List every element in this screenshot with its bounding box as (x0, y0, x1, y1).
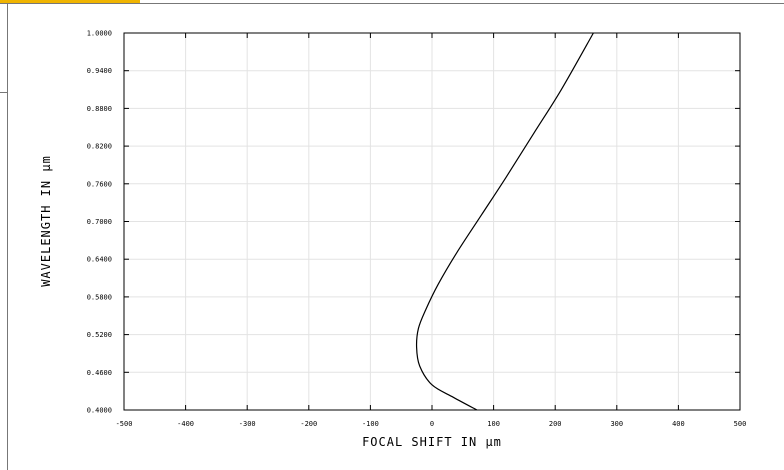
axis-ticks (123, 32, 741, 411)
y-tick-label: 0.9400 (87, 67, 112, 75)
y-tick-label: 1.0000 (87, 30, 112, 38)
x-tick-label: 0 (430, 420, 434, 428)
focal-shift-curve (415, 32, 594, 411)
y-tick-label: 0.6400 (87, 256, 112, 264)
y-tick-label: 0.7600 (87, 180, 112, 188)
x-tick-label: 200 (549, 420, 562, 428)
x-axis-title: FOCAL SHIFT IN µm (362, 435, 502, 449)
y-tick-label: 0.5800 (87, 293, 112, 301)
window-frame-left (7, 3, 8, 470)
y-tick-label: 0.8200 (87, 143, 112, 151)
tick-labels: -500 -400 -300 -200 -100 0 100 200 300 400 500 0.40… (87, 30, 747, 429)
x-tick-label: -100 (362, 420, 379, 428)
x-tick-label: 300 (610, 420, 623, 428)
window-tab-accent (0, 0, 140, 3)
y-tick-label: 0.4000 (87, 407, 112, 415)
window-frame-top (0, 3, 784, 4)
series-layer (415, 32, 594, 411)
y-tick-label: 0.4600 (87, 369, 112, 377)
grid (124, 33, 740, 410)
x-tick-label: -200 (300, 420, 317, 428)
x-tick-label: 400 (672, 420, 685, 428)
x-tick-label: -400 (177, 420, 194, 428)
x-tick-label: -500 (116, 420, 133, 428)
x-tick-label: -300 (239, 420, 256, 428)
window-frame-notch (0, 92, 8, 93)
y-tick-label: 0.7000 (87, 218, 112, 226)
y-axis-title: WAVELENGTH IN µm (39, 155, 53, 287)
y-tick-label: 0.5200 (87, 331, 112, 339)
x-tick-label: 100 (487, 420, 500, 428)
x-tick-label: 500 (734, 420, 747, 428)
y-tick-label: 0.8800 (87, 105, 112, 113)
